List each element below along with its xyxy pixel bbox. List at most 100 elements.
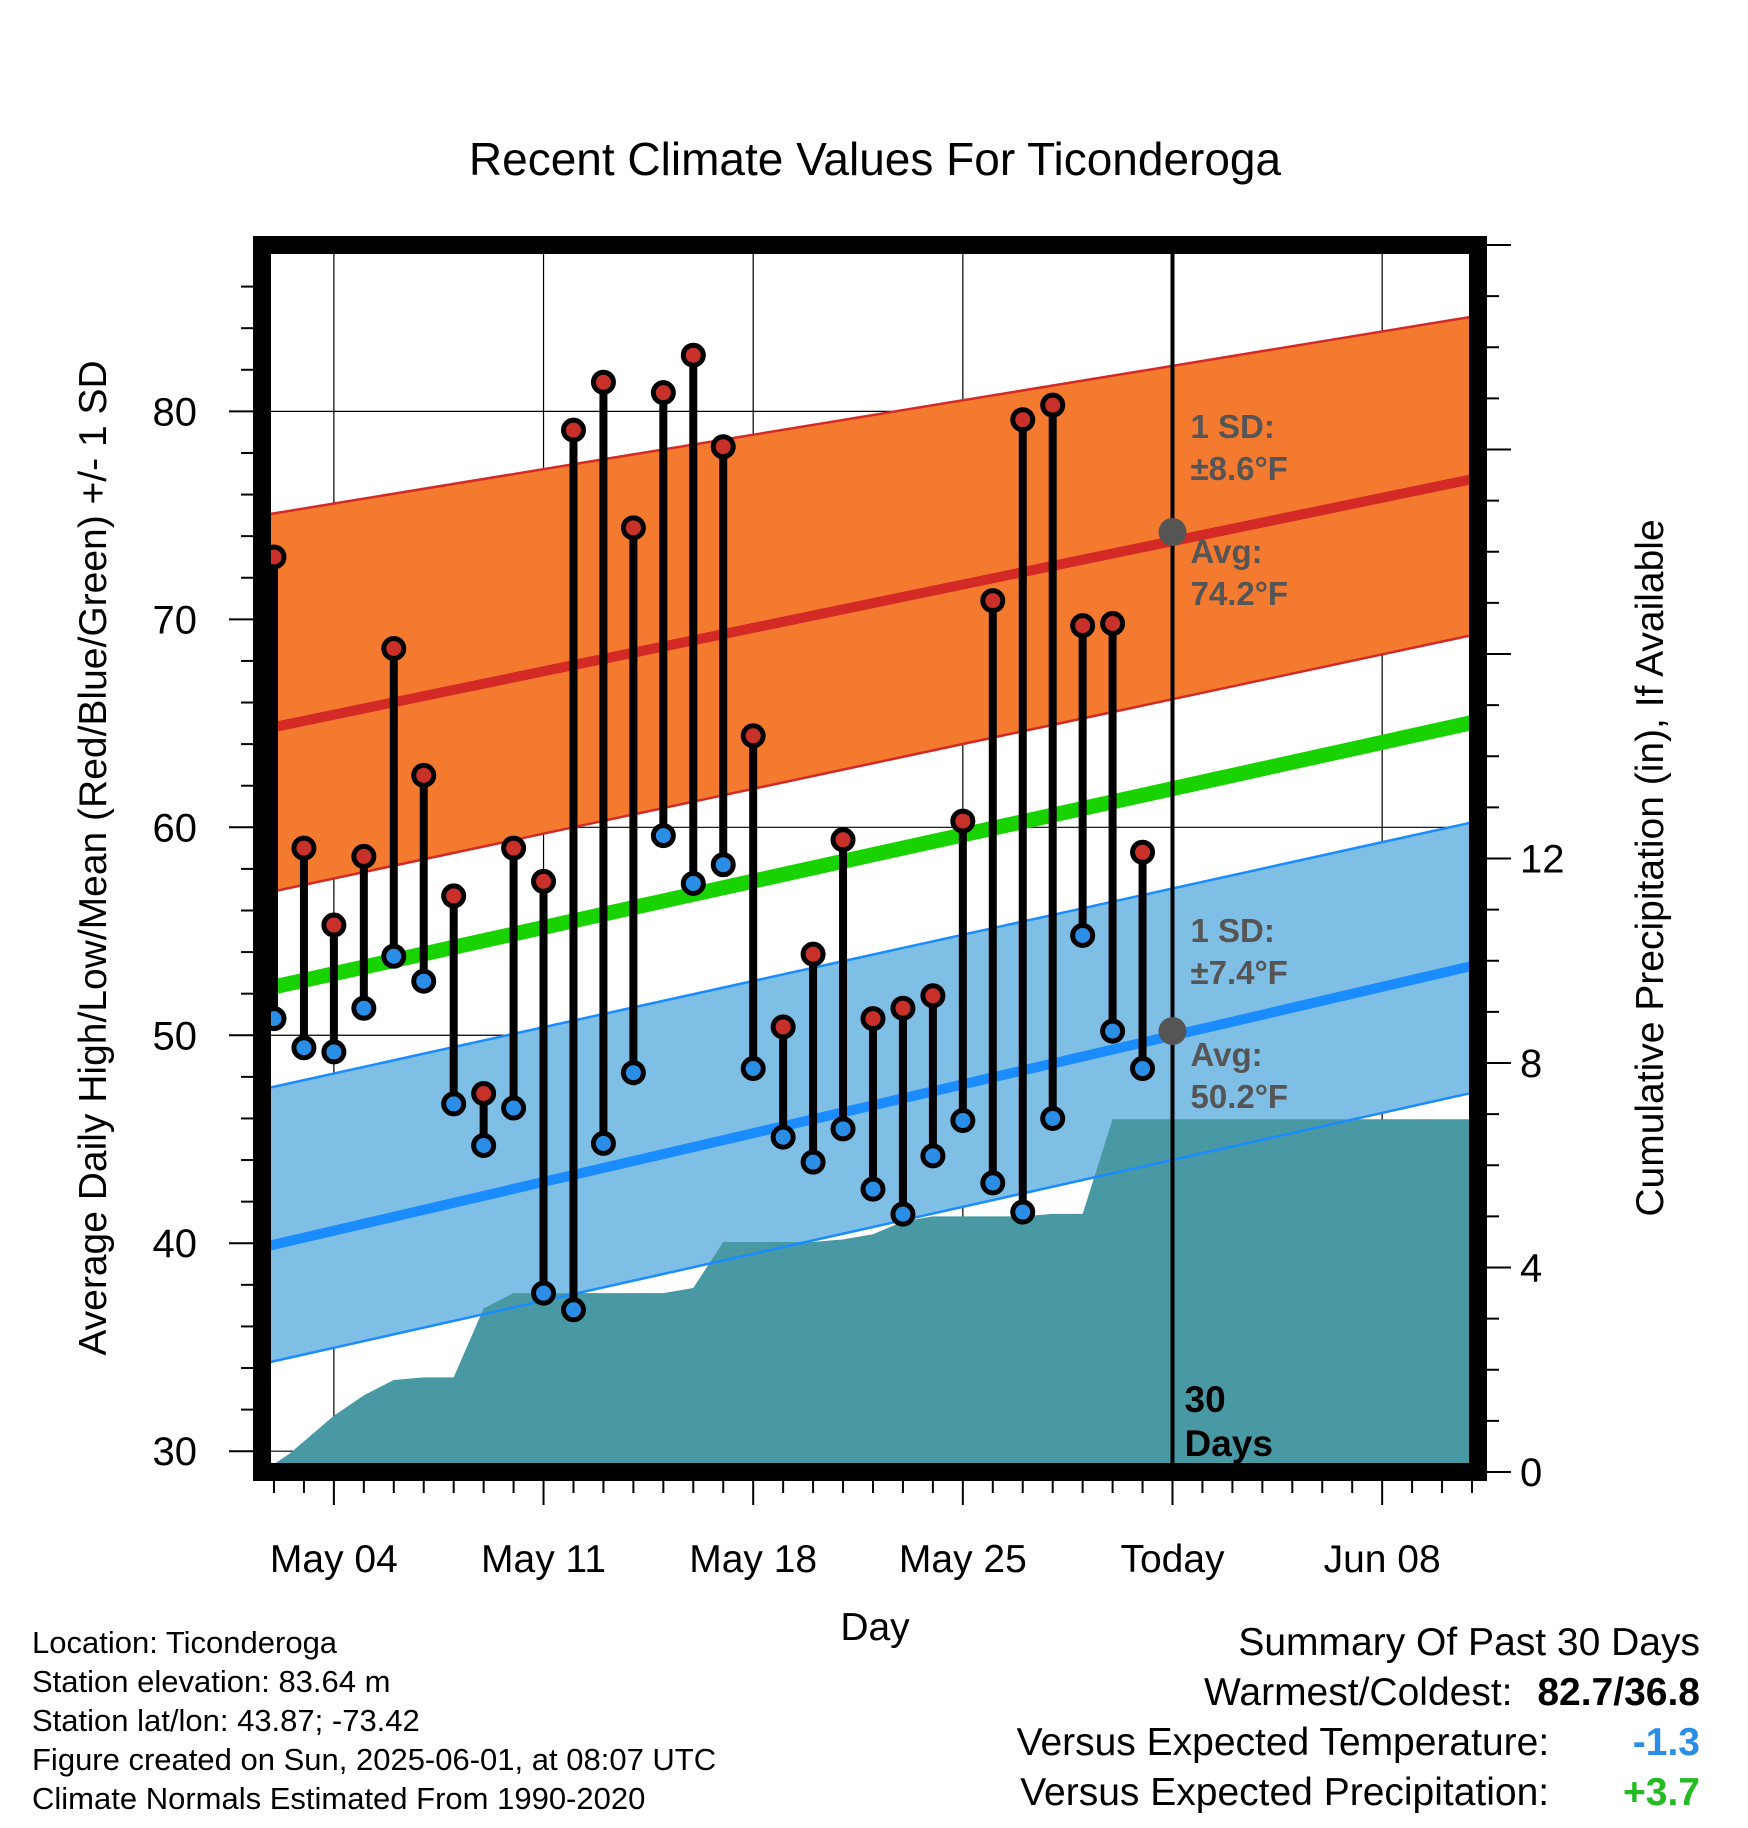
high-sd-label: 1 SD: xyxy=(1191,408,1275,445)
y2-tick-label: 8 xyxy=(1520,1042,1542,1086)
daily-low-point xyxy=(1100,1018,1126,1044)
y2-axis-label: Cumulative Precipitation (in), If Availa… xyxy=(1629,519,1672,1216)
daily-high-point xyxy=(1040,392,1066,418)
daily-low-point xyxy=(1130,1056,1156,1082)
daily-high-point xyxy=(1130,839,1156,865)
normals-period: Climate Normals Estimated From 1990-2020 xyxy=(32,1781,646,1816)
y-axis-label: Average Daily High/Low/Mean (Red/Blue/Gr… xyxy=(72,360,115,1355)
station-location: Location: Ticonderoga xyxy=(32,1625,338,1660)
y-tick-label: 50 xyxy=(153,1014,198,1058)
daily-low-point xyxy=(650,823,676,849)
low-lower-line xyxy=(261,1090,1479,1366)
daily-low-point xyxy=(950,1108,976,1134)
high-upper-line xyxy=(261,314,1479,517)
daily-low-point xyxy=(890,1201,916,1227)
daily-low-point xyxy=(471,1132,497,1158)
daily-high-point xyxy=(291,835,317,861)
daily-high-point xyxy=(650,380,676,406)
x-tick-label: Today xyxy=(1120,1538,1225,1581)
daily-low-point xyxy=(710,852,736,878)
plot-border xyxy=(253,236,1487,1481)
y2-tick-label: 0 xyxy=(1520,1451,1542,1495)
daily-high-point xyxy=(441,883,467,909)
days-label-word: Days xyxy=(1185,1423,1273,1464)
mean-normal-line xyxy=(260,713,1480,997)
daily-high-point xyxy=(560,417,586,443)
daily-high-point xyxy=(590,369,616,395)
daily-low-point xyxy=(680,870,706,896)
station-info: Location: Ticonderoga Station elevation:… xyxy=(32,1623,716,1818)
chart-title: Recent Climate Values For Ticonderoga xyxy=(469,133,1282,185)
chart-labels: 1 SD: ±8.6°F Avg: 74.2°F 1 SD: ±7.4°F Avg: 50.2… xyxy=(72,133,1672,1649)
low-sd-value: ±7.4°F xyxy=(1191,954,1288,991)
daily-low-point xyxy=(381,943,407,969)
low-avg-marker xyxy=(1158,1017,1187,1046)
daily-low-point xyxy=(980,1170,1006,1196)
daily-low-point xyxy=(860,1176,886,1202)
summary-warm-cold-value: 82.7/36.8 xyxy=(1537,1671,1700,1714)
x-tick-label: May 18 xyxy=(689,1538,817,1581)
daily-low-point xyxy=(1070,922,1096,948)
x-tick-label: Jun 08 xyxy=(1324,1538,1441,1581)
summary-temp-label: Versus Expected Temperature: xyxy=(1016,1721,1550,1764)
daily-high-point xyxy=(980,588,1006,614)
x-tick-label: May 11 xyxy=(481,1538,606,1581)
daily-high-point xyxy=(800,941,826,967)
y2-tick-label: 12 xyxy=(1520,838,1565,882)
daily-high-point xyxy=(890,995,916,1021)
daily-low-point xyxy=(590,1130,616,1156)
summary-precip-value: +3.7 xyxy=(1623,1771,1700,1814)
high-sd-value: ±8.6°F xyxy=(1191,450,1288,487)
daily-high-point xyxy=(770,1014,796,1040)
summary-temp: Versus Expected Temperature: -1.3 xyxy=(1017,1718,1700,1768)
daily-low-point xyxy=(830,1116,856,1142)
x-tick-label: May 04 xyxy=(270,1538,398,1581)
daily-high-point xyxy=(740,723,766,749)
summary-warm-cold-label: Warmest/Coldest: xyxy=(1204,1671,1513,1714)
high-normal-line xyxy=(260,473,1480,735)
daily-high-point xyxy=(620,515,646,541)
summary-temp-value: -1.3 xyxy=(1632,1721,1700,1764)
daily-high-point xyxy=(710,434,736,460)
days-label-number: 30 xyxy=(1185,1379,1226,1420)
plot-frame xyxy=(229,236,1511,1505)
daily-low-point xyxy=(321,1039,347,1065)
summary-warm-cold: Warmest/Coldest: 82.7/36.8 xyxy=(1017,1668,1700,1718)
summary-precip-label: Versus Expected Precipitation: xyxy=(1020,1771,1550,1814)
daily-low-point xyxy=(441,1091,467,1117)
y-tick-label: 40 xyxy=(153,1222,198,1266)
daily-low-point xyxy=(740,1056,766,1082)
daily-high-point xyxy=(471,1081,497,1107)
low-upper-line xyxy=(261,819,1479,1091)
low-avg-label: Avg: xyxy=(1191,1036,1263,1073)
daily-low-point xyxy=(1010,1199,1036,1225)
summary-heading: Summary Of Past 30 Days xyxy=(1238,1621,1700,1664)
y-tick-label: 30 xyxy=(153,1430,198,1474)
low-sd-label: 1 SD: xyxy=(1191,912,1275,949)
x-tick-label: May 25 xyxy=(899,1538,1027,1581)
summary-precip: Versus Expected Precipitation: +3.7 xyxy=(1017,1768,1700,1818)
daily-high-point xyxy=(950,808,976,834)
daily-high-point xyxy=(321,912,347,938)
daily-high-point xyxy=(531,868,557,894)
low-avg-value: 50.2°F xyxy=(1191,1078,1289,1115)
daily-low-point xyxy=(560,1297,586,1323)
y-tick-label: 80 xyxy=(153,390,198,434)
y-tick-label: 70 xyxy=(153,598,198,642)
y-tick-label: 60 xyxy=(153,806,198,850)
daily-low-point xyxy=(351,995,377,1021)
high-avg-value: 74.2°F xyxy=(1191,575,1289,612)
daily-low-point xyxy=(501,1095,527,1121)
daily-low-point xyxy=(770,1124,796,1150)
daily-low-point xyxy=(531,1280,557,1306)
daily-high-point xyxy=(860,1006,886,1032)
daily-low-point xyxy=(291,1035,317,1061)
daily-low-point xyxy=(1040,1105,1066,1131)
daily-high-point xyxy=(381,635,407,661)
high-avg-label: Avg: xyxy=(1191,533,1263,570)
daily-high-point xyxy=(501,835,527,861)
station-elevation: Station elevation: 83.64 m xyxy=(32,1664,391,1699)
daily-high-point xyxy=(680,342,706,368)
daily-low-point xyxy=(411,968,437,994)
